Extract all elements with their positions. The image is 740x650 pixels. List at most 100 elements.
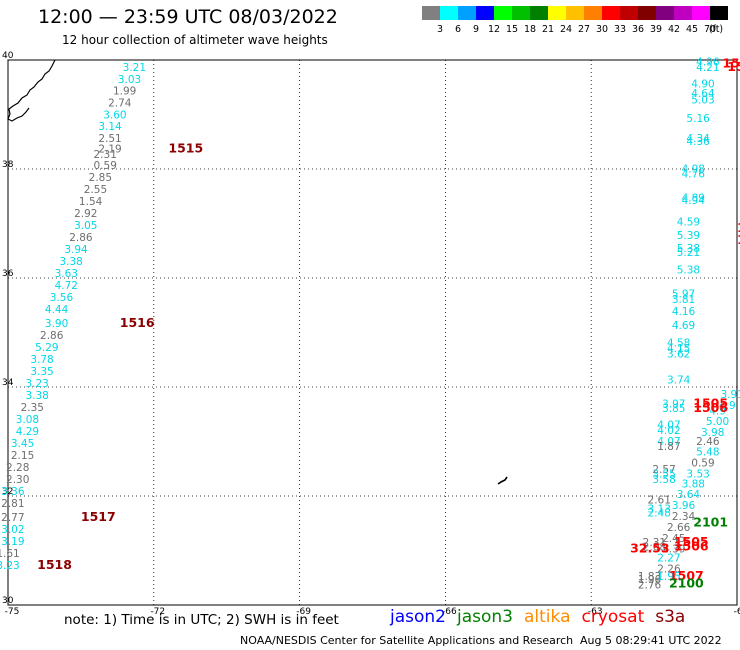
track-time-label: 1505 <box>674 534 709 549</box>
x-tick-label: -72 <box>150 607 165 617</box>
track-time-label: 32.53 <box>630 541 670 556</box>
wave-height-value: 4.94 <box>682 195 706 207</box>
wave-height-value: 2.31 <box>94 149 117 161</box>
legend-label: 70 <box>704 24 716 35</box>
legend-unit: (ft) <box>709 24 723 35</box>
legend-swatch <box>638 6 656 20</box>
wave-height-value: 3.98 <box>701 427 724 439</box>
wave-height-value: 2.86 <box>69 232 93 244</box>
legend-swatch <box>566 6 584 20</box>
wave-height-value: 4.9 <box>719 400 736 412</box>
legend-label: 9 <box>473 24 479 35</box>
wave-height-value: 4.59 <box>677 217 700 229</box>
wave-height-value: 3.08 <box>16 414 39 426</box>
track-time-label: 1506 <box>693 400 728 415</box>
wave-height-value: 2.08 <box>643 542 666 554</box>
x-tick-label: -60 <box>734 607 740 617</box>
wave-height-value: 1.87 <box>657 441 680 453</box>
track-time-label: 15 <box>727 59 740 74</box>
x-tick-label: -69 <box>296 607 311 617</box>
wave-height-value: 2.15 <box>11 450 34 462</box>
wave-height-value: 3.23 <box>0 560 20 572</box>
legend-swatch <box>530 6 548 20</box>
wave-height-value: 2.19 <box>98 144 121 156</box>
wave-height-value: 4.76 <box>682 169 706 181</box>
wave-height-value: 4.44 <box>45 304 69 316</box>
wave-height-value: 4.21 <box>696 62 719 74</box>
wave-height-value: 1.61 <box>0 548 20 560</box>
wave-height-value: 1.54 <box>79 196 103 208</box>
wave-height-value: 4.16 <box>672 306 696 318</box>
wave-height-value: 3.55 <box>652 468 675 480</box>
map-subtitle: 12 hour collection of altimeter wave hei… <box>62 33 328 47</box>
legend-swatch <box>512 6 530 20</box>
wave-height-value: 4.36 <box>686 136 710 148</box>
wave-height-value: 4.96 <box>696 56 720 68</box>
map-frame <box>7 59 738 606</box>
y-tick-label: 38 <box>2 160 14 170</box>
wave-height-value: 5.38 <box>677 265 700 277</box>
wave-height-value: 3.03 <box>118 74 141 86</box>
wave-height-value: 2.85 <box>89 172 112 184</box>
wave-height-value: 3.02 <box>1 524 24 536</box>
wave-height-value: 3.38 <box>59 256 82 268</box>
wave-height-value: 4.69 <box>672 320 695 332</box>
legend-swatch <box>656 6 674 20</box>
x-tick-label: -66 <box>442 607 457 617</box>
color-legend: 3 6 9 12 15 18 21 24 27 30 33 36 39 42 45 70(ft) <box>422 6 728 35</box>
wave-height-value: 4.89 <box>682 193 705 205</box>
wave-height-value: 2.74 <box>108 97 132 109</box>
wave-height-value: 5.21 <box>677 247 700 259</box>
satellite-altika: altika <box>524 607 571 627</box>
legend-swatch <box>692 6 710 20</box>
wave-height-value: 5.29 <box>35 342 58 354</box>
wave-height-value: 3.62 <box>667 349 690 361</box>
legend-label: 15 <box>506 24 518 35</box>
wave-height-value: 3.21 <box>123 62 146 74</box>
wave-height-value: 3.63 <box>55 268 78 280</box>
wave-height-value: 2.51 <box>98 133 121 145</box>
satellite-jason2: jason2 <box>390 607 446 627</box>
legend-swatch <box>548 6 566 20</box>
wave-height-value: 2.57 <box>652 464 675 476</box>
track-time-label: 2100 <box>669 576 704 591</box>
legend-label: 18 <box>524 24 536 35</box>
coastline <box>7 59 56 122</box>
wave-height-value: 2.46 <box>696 436 720 448</box>
track-time-label: 1517 <box>81 509 116 524</box>
wave-height-value: 4.29 <box>16 426 39 438</box>
wave-height-value: 2.81 <box>1 498 24 510</box>
wave-height-value: 3.85 <box>662 403 685 415</box>
wave-height-value: 3.05 <box>74 220 97 232</box>
wave-height-value: 4.15 <box>667 343 690 355</box>
wave-height-value: 3.78 <box>30 354 53 366</box>
legend-label: 33 <box>614 24 626 35</box>
satellite-jason3: jason3 <box>457 607 513 627</box>
wave-height-value: 3.90 <box>45 318 68 330</box>
wave-height-value: 3.23 <box>25 378 48 390</box>
wave-height-value: 2.76 <box>638 580 662 592</box>
wave-height-value: 3.35 <box>30 366 53 378</box>
map-title: 12:00 — 23:59 UTC 08/03/2022 <box>38 6 338 28</box>
wave-height-value: 3.13 <box>648 503 671 515</box>
wave-height-value: 4.64 <box>691 88 715 100</box>
legend-label: 21 <box>542 24 554 35</box>
wave-height-value: 4.02 <box>657 425 680 437</box>
wave-height-value: 1.96 <box>638 574 662 586</box>
wave-height-value: 2.39 <box>662 544 685 556</box>
legend-swatch <box>494 6 512 20</box>
legend-label: 30 <box>596 24 608 35</box>
legend-label: 12 <box>488 24 500 35</box>
track-time-label: 1505 <box>693 396 728 411</box>
legend-swatch <box>422 6 440 20</box>
wave-height-value: 3.60 <box>103 109 126 121</box>
legend-label: 6 <box>455 24 461 35</box>
track-time-label: 1515 <box>168 141 203 156</box>
wave-height-value: 4.07 <box>657 436 680 448</box>
wave-height-value: 0.59 <box>691 458 714 470</box>
wave-height-value: 5.03 <box>691 95 714 107</box>
legend-label: 24 <box>560 24 572 35</box>
track-time-label: 1507 <box>669 568 704 583</box>
wave-height-value: 5.38 <box>677 243 700 255</box>
legend-swatch <box>602 6 620 20</box>
